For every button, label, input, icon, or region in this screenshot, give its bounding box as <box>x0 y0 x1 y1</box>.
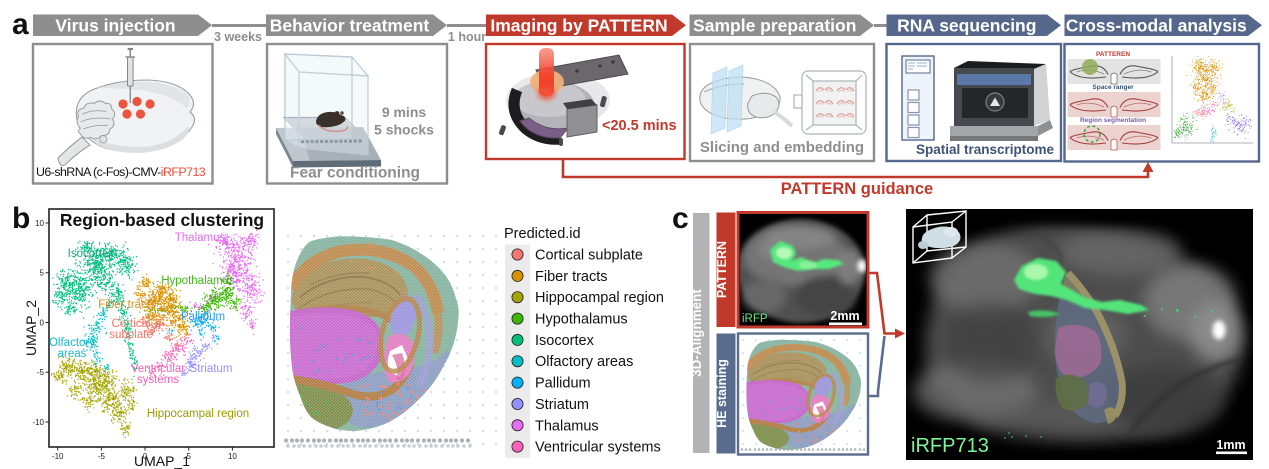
svg-text:3 weeks: 3 weeks <box>214 30 262 44</box>
svg-text:iRFP713: iRFP713 <box>911 435 989 457</box>
svg-text:Olfactory areas: Olfactory areas <box>535 354 633 370</box>
svg-text:Region-based clustering: Region-based clustering <box>60 210 264 230</box>
svg-text:Striatum: Striatum <box>535 397 589 413</box>
svg-text:Thalamus: Thalamus <box>535 418 599 434</box>
svg-text:-5: -5 <box>98 452 106 461</box>
svg-text:<20.5 mins: <20.5 mins <box>602 118 677 134</box>
svg-text:Ventricular: Ventricular <box>131 363 186 375</box>
svg-text:10: 10 <box>35 219 44 228</box>
svg-text:Hypothalamus: Hypothalamus <box>161 275 235 287</box>
svg-text:Cortical: Cortical <box>112 318 151 330</box>
svg-text:Behavior treatment: Behavior treatment <box>270 15 430 35</box>
svg-text:Ventricular systems: Ventricular systems <box>535 440 661 456</box>
svg-text:Spatial transcriptome: Spatial transcriptome <box>916 142 1055 157</box>
svg-text:Olfactory: Olfactory <box>49 337 95 349</box>
svg-text:Thalamus: Thalamus <box>175 232 226 244</box>
svg-text:Striatum: Striatum <box>190 363 233 375</box>
svg-text:systems: systems <box>137 374 179 386</box>
svg-text:Space ranger: Space ranger <box>1092 84 1134 91</box>
svg-text:Fiber tracts: Fiber tracts <box>98 299 156 311</box>
svg-text:RNA sequencing: RNA sequencing <box>897 15 1036 35</box>
svg-text:1mm: 1mm <box>1216 438 1245 452</box>
svg-text:c: c <box>672 202 689 235</box>
svg-text:Hippocampal region: Hippocampal region <box>147 408 249 420</box>
svg-text:Cross-modal analysis: Cross-modal analysis <box>1066 15 1247 35</box>
svg-text:PATTEREN: PATTEREN <box>1096 51 1130 58</box>
svg-text:10: 10 <box>228 452 237 461</box>
svg-text:subplate: subplate <box>109 329 152 341</box>
svg-text:U6-shRNA (c-Fos)-CMV-iRFP713: U6-shRNA (c-Fos)-CMV-iRFP713 <box>36 165 206 179</box>
svg-text:Slicing and embedding: Slicing and embedding <box>700 139 864 156</box>
svg-text:Virus injection: Virus injection <box>55 15 175 35</box>
svg-text:HE staining: HE staining <box>715 359 729 428</box>
svg-text:areas: areas <box>58 348 87 360</box>
svg-text:-10: -10 <box>52 452 64 461</box>
svg-text:Pallidum: Pallidum <box>181 311 225 323</box>
svg-text:1 hour: 1 hour <box>448 30 486 44</box>
svg-text:Region segmentation: Region segmentation <box>1080 117 1146 124</box>
svg-text:Hippocampal region: Hippocampal region <box>535 290 664 306</box>
svg-text:5: 5 <box>40 269 45 278</box>
svg-text:5 shocks: 5 shocks <box>374 122 434 138</box>
svg-text:b: b <box>12 202 30 235</box>
svg-text:iRFP: iRFP <box>742 313 768 325</box>
svg-text:9 mins: 9 mins <box>382 104 427 120</box>
svg-text:Imaging by PATTERN: Imaging by PATTERN <box>490 15 667 35</box>
svg-text:Isocortex: Isocortex <box>535 333 595 349</box>
svg-text:Predicted.id: Predicted.id <box>504 226 581 242</box>
svg-text:2mm: 2mm <box>830 309 859 323</box>
svg-text:Sample preparation: Sample preparation <box>693 15 856 35</box>
svg-text:-10: -10 <box>32 418 44 427</box>
svg-text:Hypothalamus: Hypothalamus <box>535 312 628 328</box>
svg-text:5: 5 <box>186 452 191 461</box>
svg-text:Pallidum: Pallidum <box>535 376 591 392</box>
svg-text:Fiber tracts: Fiber tracts <box>535 269 608 285</box>
svg-text:0: 0 <box>40 318 45 327</box>
svg-text:UMAP_1: UMAP_1 <box>134 453 190 469</box>
svg-text:Isocortex: Isocortex <box>68 248 115 260</box>
svg-text:a: a <box>12 8 29 41</box>
svg-text:-5: -5 <box>37 368 45 377</box>
svg-text:Cortical subplate: Cortical subplate <box>535 248 643 264</box>
svg-text:3D-Alignment: 3D-Alignment <box>689 289 704 377</box>
svg-text:PATTERN guidance: PATTERN guidance <box>781 180 933 198</box>
svg-text:Fear conditioning: Fear conditioning <box>290 165 420 182</box>
svg-text:0: 0 <box>143 452 148 461</box>
svg-text:UMAP_2: UMAP_2 <box>23 300 39 356</box>
svg-text:PATTERN: PATTERN <box>715 241 729 298</box>
